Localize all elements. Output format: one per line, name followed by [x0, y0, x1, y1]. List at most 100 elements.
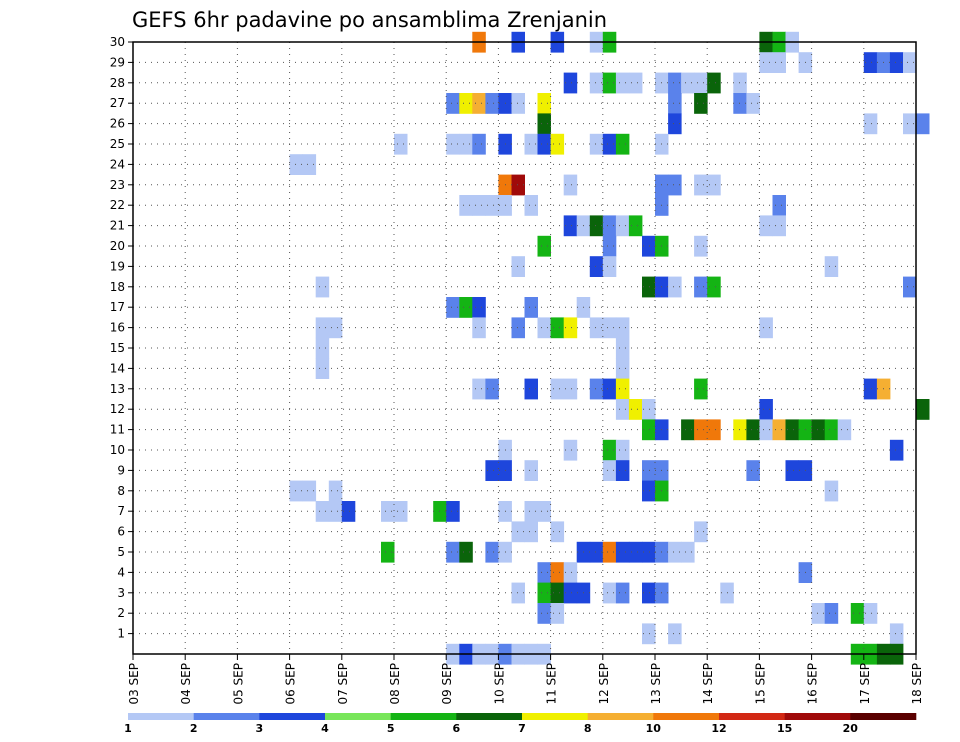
colorbar-swatch [850, 713, 917, 720]
data-cell [511, 582, 525, 604]
data-cell [681, 72, 695, 94]
colorbar: 1 2 3 4 5 6 7 8 10 12 15 20 [124, 713, 917, 735]
data-cell [589, 72, 604, 94]
colorbar-label: 4 [321, 722, 329, 735]
data-cell [615, 399, 630, 420]
data-cell [446, 541, 460, 563]
data-cell [642, 235, 656, 257]
data-cell [668, 93, 682, 114]
data-cell [537, 603, 551, 624]
x-tick-label: 12 SEP [597, 663, 611, 705]
colorbar-label: 15 [777, 722, 792, 735]
data-cell [746, 93, 760, 114]
data-cell [681, 419, 695, 441]
data-cell [694, 72, 708, 94]
axes: 1234567891011121314151617181920212223242… [110, 35, 924, 705]
x-tick-label: 14 SEP [701, 663, 715, 705]
data-cell [602, 133, 617, 155]
data-cell [602, 72, 617, 94]
data-cell [694, 419, 708, 441]
data-cell [537, 501, 551, 522]
data-cell [615, 358, 630, 379]
x-tick-label: 10 SEP [492, 663, 506, 705]
data-cell [550, 603, 565, 624]
data-cell [563, 378, 578, 400]
data-cell [524, 133, 538, 155]
data-cell [328, 480, 343, 502]
grid-lines [133, 41, 916, 654]
data-cell [642, 399, 656, 420]
colorbar-label: 2 [190, 722, 198, 735]
data-cell [615, 460, 630, 481]
data-cell [903, 276, 917, 298]
data-cell [524, 521, 538, 543]
data-cell [615, 215, 630, 237]
data-cell [694, 174, 708, 196]
data-cell [811, 603, 826, 624]
data-cell [446, 501, 460, 522]
y-tick-label: 17 [110, 300, 125, 314]
data-cell [824, 256, 839, 277]
data-cell [707, 72, 721, 94]
y-tick-label: 10 [110, 443, 125, 457]
data-cell [485, 93, 499, 114]
x-tick-label: 06 SEP [284, 663, 298, 705]
data-cell [889, 439, 904, 461]
data-cell [315, 337, 330, 359]
data-cell [563, 174, 578, 196]
data-cell [707, 419, 721, 441]
data-cell [446, 93, 460, 114]
data-cell [615, 582, 630, 604]
data-cell [642, 460, 656, 481]
data-cell [511, 174, 525, 196]
data-cell [563, 439, 578, 461]
y-tick-label: 15 [110, 341, 125, 355]
y-tick-label: 3 [117, 586, 125, 600]
y-tick-label: 21 [110, 219, 125, 233]
data-cell [733, 72, 747, 94]
y-tick-label: 22 [110, 198, 125, 212]
data-cell [837, 419, 852, 441]
x-tick-label: 09 SEP [440, 663, 454, 705]
colorbar-swatch [522, 713, 588, 720]
data-cell [694, 521, 708, 543]
y-tick-label: 28 [110, 76, 125, 90]
data-cell [694, 93, 708, 114]
data-cell [381, 501, 395, 522]
data-cell [668, 72, 682, 94]
data-cell [785, 460, 799, 481]
data-cell [381, 541, 395, 563]
data-cell [459, 133, 473, 155]
data-cell [615, 133, 630, 155]
data-cell [602, 256, 617, 277]
y-tick-label: 16 [110, 321, 125, 335]
y-tick-label: 2 [117, 606, 125, 620]
y-tick-label: 7 [117, 504, 125, 518]
data-cell [668, 276, 682, 298]
data-cell [341, 501, 356, 522]
data-cell [524, 195, 538, 216]
data-cell [615, 317, 630, 339]
data-cell [589, 378, 604, 400]
data-cell [642, 582, 656, 604]
colorbar-label: 10 [646, 722, 662, 735]
data-cell [863, 378, 878, 400]
data-cell [524, 501, 538, 522]
y-tick-label: 8 [117, 484, 125, 498]
x-tick-label: 17 SEP [858, 663, 872, 705]
data-cell [642, 623, 656, 645]
data-cell [602, 378, 617, 400]
y-tick-label: 23 [110, 178, 125, 192]
colorbar-swatch [259, 713, 326, 720]
data-cell [524, 297, 538, 318]
data-cell [668, 623, 682, 645]
colorbar-swatch [653, 713, 720, 720]
data-cell [642, 480, 656, 502]
data-cell [694, 378, 708, 400]
data-cell [602, 460, 617, 481]
data-cell [694, 276, 708, 298]
data-cell [759, 317, 773, 339]
data-cell [589, 133, 604, 155]
data-cell [746, 419, 760, 441]
data-cell [811, 419, 826, 441]
